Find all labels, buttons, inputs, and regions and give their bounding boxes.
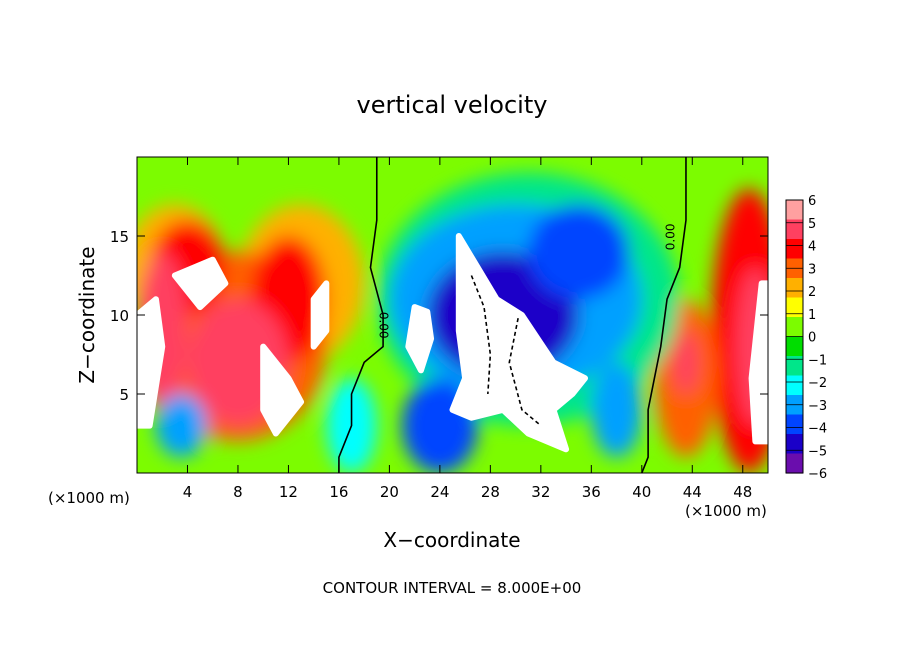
colorbar-swatch — [786, 317, 803, 338]
colorbar-swatch — [786, 453, 803, 474]
x-tick-label: 48 — [733, 483, 752, 501]
heatmap-region-16 — [591, 362, 642, 458]
colorbar: 6 5 4 3 2 1 0 −1 −2 −3 −4 −5 −6 — [785, 194, 827, 482]
saturated-patch-0 — [449, 233, 589, 453]
colorbar-tick-label: 3 — [808, 262, 816, 277]
heatmap-region-14 — [528, 204, 630, 300]
colorbar-tick-label: 2 — [808, 285, 816, 300]
x-axis-ticks: 4 8 12 16 20 24 28 32 36 40 44 48 — [183, 157, 752, 501]
x-unit-label-right: (×1000 m) — [685, 502, 767, 520]
negative-contour-a — [470, 275, 492, 395]
colorbar-tick-label: −5 — [808, 444, 827, 459]
colorbar-tick-label: 5 — [808, 217, 816, 232]
zero-contours: 0.00 0.00 — [338, 157, 687, 473]
contour-interval-footer: CONTOUR INTERVAL = 8.000E+00 — [323, 579, 582, 597]
y-axis-ticks: 5 10 15 — [110, 228, 768, 404]
saturated-patch-2 — [171, 256, 229, 311]
colorbar-tick-label: 6 — [808, 194, 816, 209]
colorbar-swatch — [786, 336, 803, 357]
x-tick-label: 12 — [279, 483, 298, 501]
x-tick-label: 20 — [380, 483, 399, 501]
x-tick-label: 8 — [233, 483, 243, 501]
x-unit-label-left: (×1000 m) — [48, 489, 130, 507]
zero-contour-right — [641, 157, 687, 473]
colorbar-swatch — [786, 239, 803, 260]
saturated-patch-3 — [260, 343, 305, 437]
y-tick-label: 10 — [110, 307, 129, 325]
colorbar-tick-label: 1 — [808, 308, 816, 323]
x-tick-label: 32 — [531, 483, 550, 501]
x-tick-label: 40 — [632, 483, 651, 501]
colorbar-swatch — [786, 278, 803, 299]
chart-title: vertical velocity — [357, 91, 548, 119]
heatmap-region-10 — [673, 330, 699, 394]
heatmap-field — [137, 157, 768, 473]
heatmap-blobs — [137, 172, 768, 473]
y-tick-label: 5 — [119, 386, 129, 404]
x-tick-label: 16 — [329, 483, 348, 501]
saturated-patch-1 — [405, 304, 435, 374]
colorbar-tick-label: −3 — [808, 399, 827, 414]
y-axis-label: Z−coordinate — [75, 246, 99, 383]
zero-contour-left — [338, 157, 384, 473]
colorbar-swatch — [786, 297, 803, 318]
colorbar-swatch — [786, 356, 803, 377]
x-tick-label: 44 — [683, 483, 702, 501]
colorbar-tick-label: 0 — [808, 331, 816, 346]
x-tick-label: 4 — [183, 483, 193, 501]
colorbar-swatch — [786, 434, 803, 455]
contour-label-right: 0.00 — [664, 224, 678, 251]
contour-label-left: 0.00 — [376, 312, 390, 339]
saturated-patch-4 — [310, 280, 330, 350]
x-tick-label: 24 — [430, 483, 449, 501]
x-axis-label: X−coordinate — [383, 528, 520, 552]
colorbar-swatch — [786, 219, 803, 240]
colorbar-tick-label: −2 — [808, 376, 827, 391]
saturated-patch-6 — [748, 280, 768, 445]
colorbar-tick-label: −6 — [808, 467, 827, 482]
y-tick-label: 15 — [110, 228, 129, 246]
colorbar-tick-label: −4 — [808, 422, 827, 437]
colorbar-tick-label: 4 — [808, 240, 816, 255]
colorbar-swatch — [786, 200, 803, 221]
negative-contour-b — [508, 318, 542, 427]
heatmap-region-18 — [155, 394, 207, 458]
x-tick-label: 36 — [582, 483, 601, 501]
colorbar-tick-label: −1 — [808, 353, 827, 368]
colorbar-swatch — [786, 414, 803, 435]
colorbar-swatch — [786, 375, 803, 396]
x-tick-label: 28 — [481, 483, 500, 501]
